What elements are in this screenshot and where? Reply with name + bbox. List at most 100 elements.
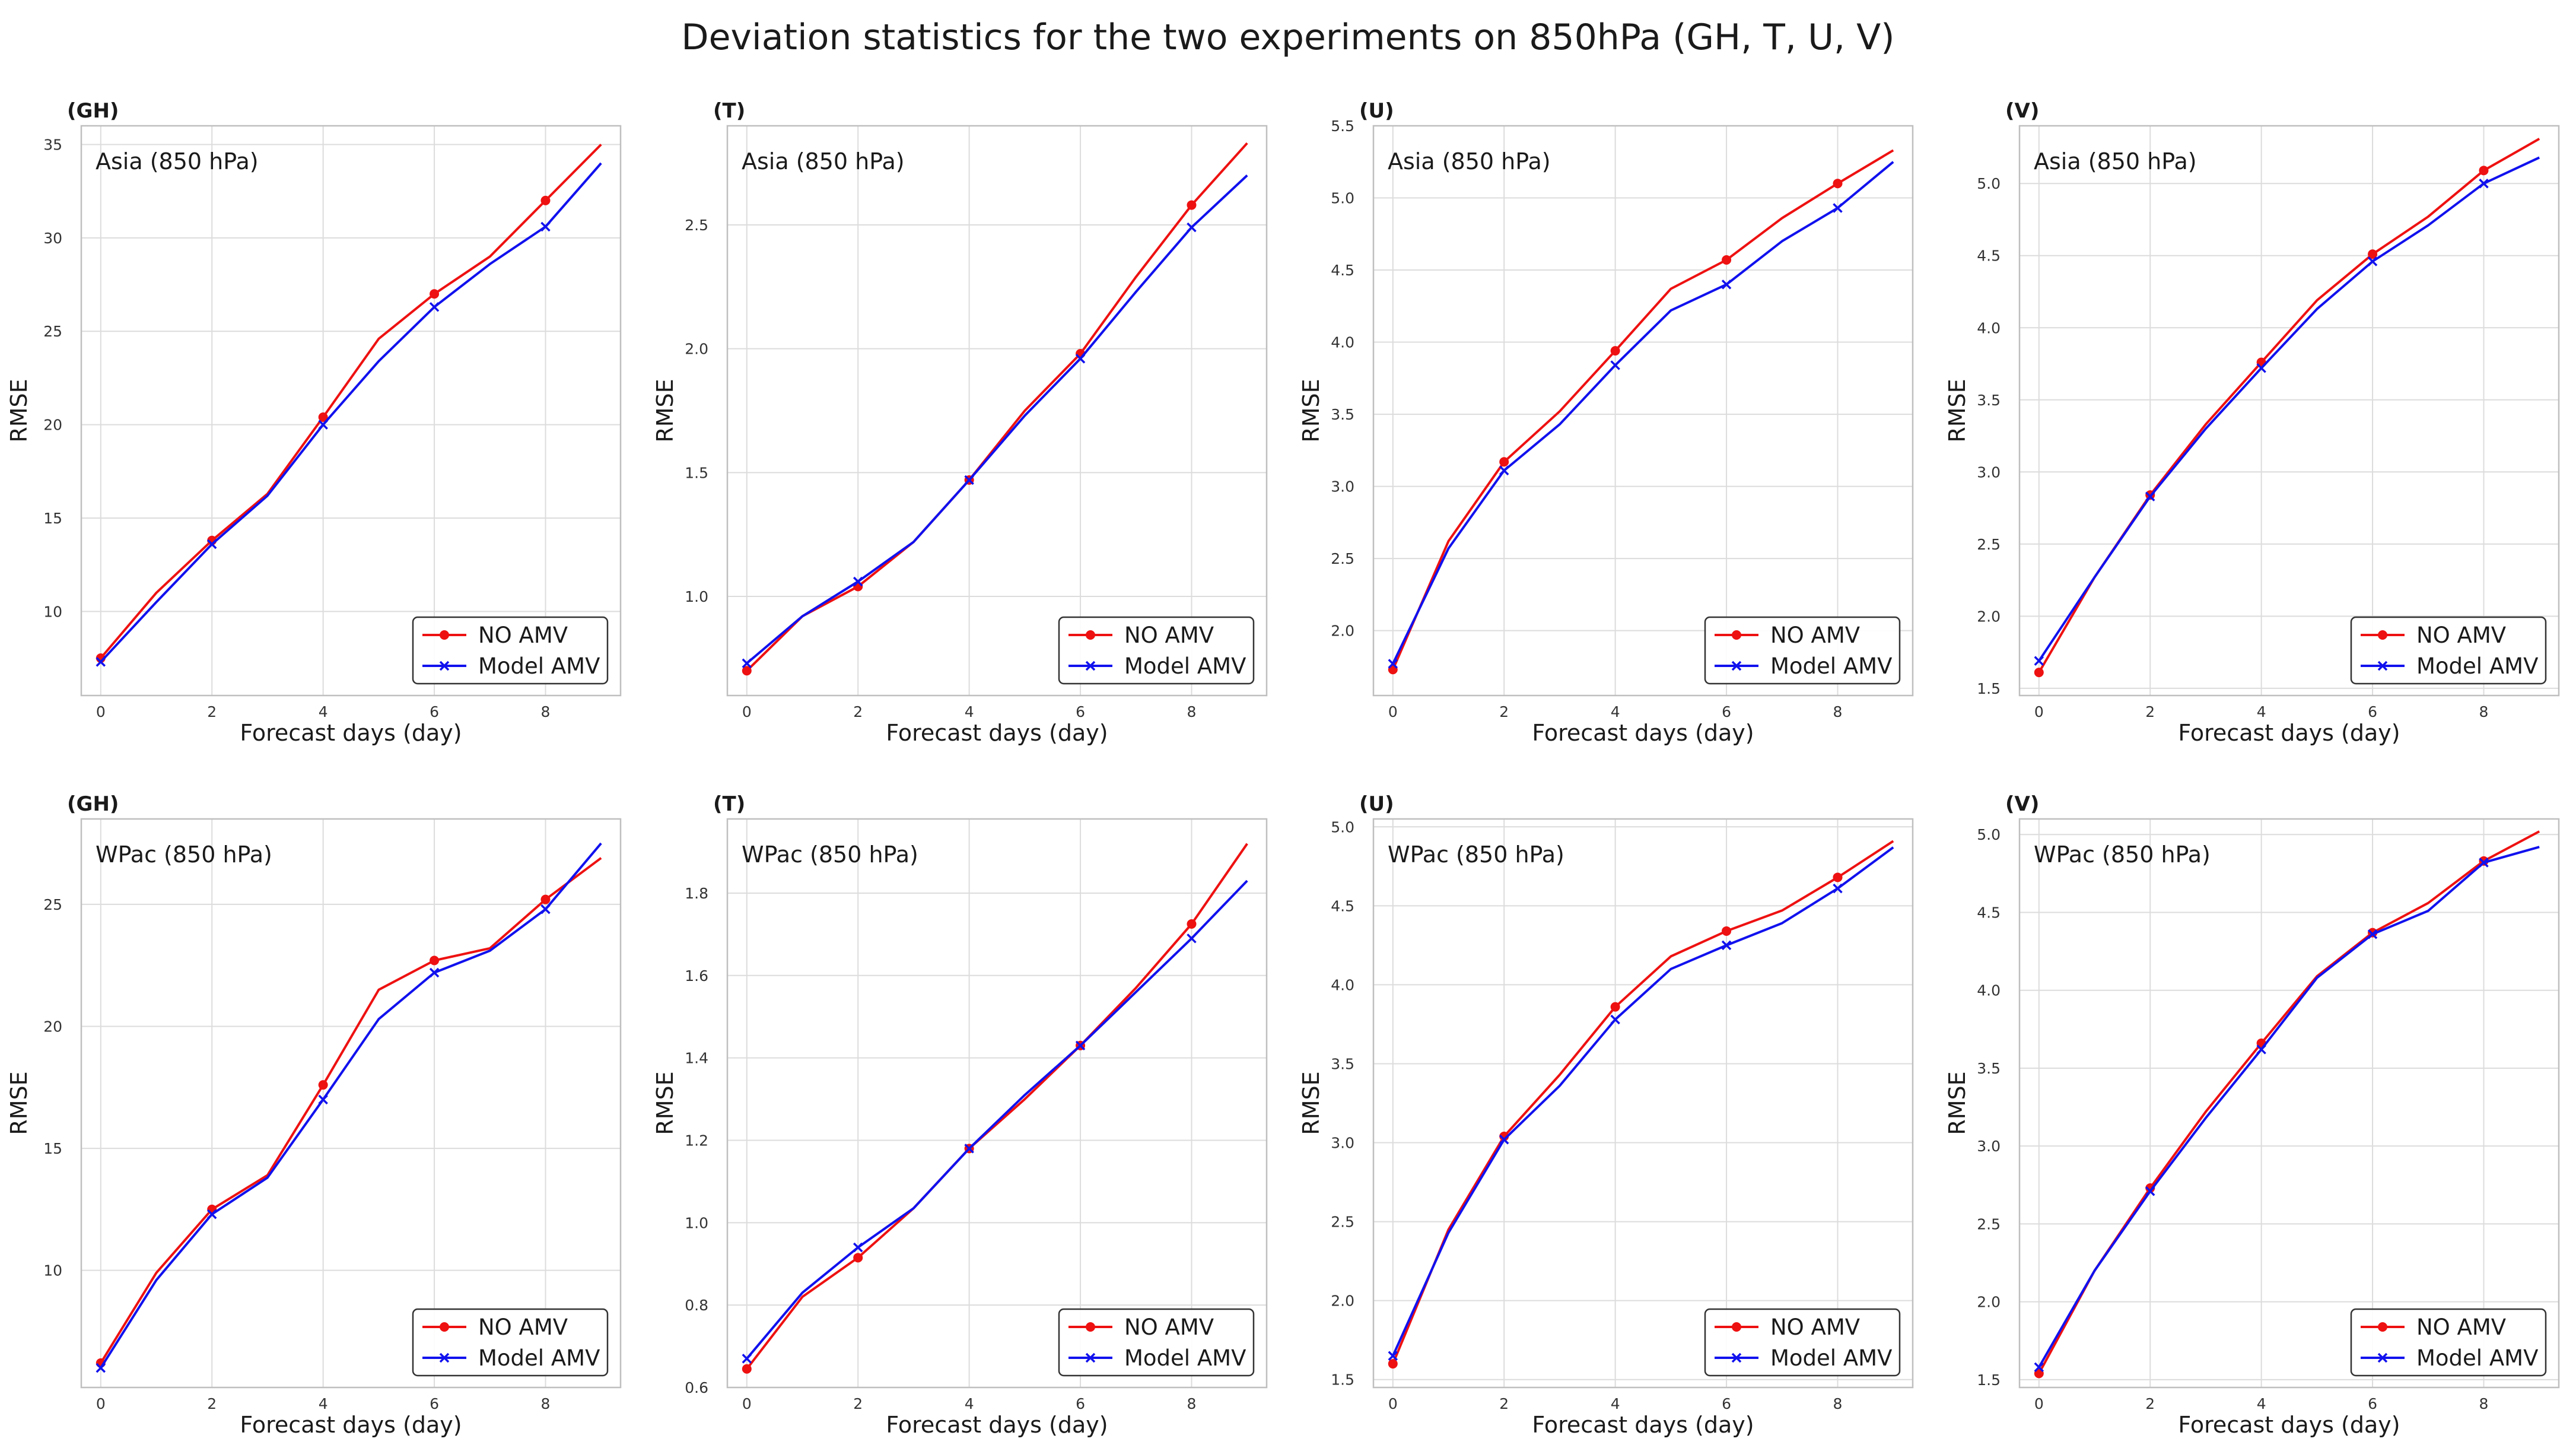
legend-marker-no-amv: [1732, 1322, 1741, 1332]
data-point-no-amv: [1833, 179, 1843, 189]
chart-panel-4: 0 2 4 6 8 1.5 2.0 2.5 3.0 3.5 4.0 4.5 5.0 Forecast da…: [1944, 99, 2560, 746]
x-tick-label: 2: [207, 703, 217, 720]
legend-label: NO AMV: [1124, 623, 1214, 648]
data-point-model-amv: [1610, 360, 1620, 370]
x-tick-label: 8: [1833, 703, 1843, 720]
data-point-model-amv: [964, 1144, 974, 1154]
legend-label: Model AMV: [2416, 1345, 2538, 1371]
data-point-model-amv: [206, 1209, 217, 1220]
data-point-model-amv: [853, 1242, 863, 1253]
marker-stroke: [2034, 1362, 2044, 1373]
panel-label: (T): [713, 792, 745, 816]
data-point-model-amv: [1499, 465, 1509, 476]
data-point-model-amv: [540, 904, 551, 914]
data-point-model-amv: [1187, 222, 1197, 233]
region-label: WPac (850 hPa): [1388, 842, 1564, 868]
x-tick-label: 4: [1611, 703, 1620, 720]
data-point-no-amv: [1722, 255, 1732, 265]
data-point-model-amv: [2256, 1044, 2266, 1055]
y-tick-label: 5.0: [1331, 818, 1354, 836]
legend-label: NO AMV: [478, 1314, 568, 1340]
x-tick-label: 2: [1499, 703, 1509, 720]
data-point-model-amv: [318, 420, 328, 430]
panel-label: (GH): [67, 792, 119, 816]
y-tick-label: 5.5: [1331, 118, 1354, 135]
legend: NO AMV Model AMV: [2350, 1308, 2547, 1377]
data-point-no-amv: [1388, 1359, 1398, 1369]
marker-stroke: [1833, 203, 1843, 213]
y-tick-label: 4.5: [1977, 247, 2001, 265]
y-tick-label: 2.0: [685, 341, 708, 358]
y-axis-label: RMSE: [6, 1071, 32, 1135]
y-axis-label: RMSE: [1298, 379, 1324, 442]
plot-frame: [2018, 125, 2560, 697]
x-tick-label: 0: [2034, 703, 2044, 720]
marker-stroke: [2479, 858, 2489, 868]
marker-stroke: [1388, 659, 1398, 669]
legend: NO AMV Model AMV: [1704, 1308, 1901, 1377]
y-tick-label: 1.6: [685, 967, 708, 985]
marker-stroke: [853, 1242, 863, 1253]
x-tick-label: 0: [1388, 1395, 1398, 1412]
data-point-no-amv: [1833, 872, 1843, 882]
y-tick-label: 3.0: [1331, 478, 1354, 496]
y-tick-label: 4.5: [1331, 262, 1354, 279]
data-point-no-amv: [742, 1364, 752, 1374]
plot-frame: [1372, 125, 1914, 697]
plot-frame: [2018, 818, 2560, 1389]
data-point-model-amv: [742, 658, 752, 668]
y-tick-label: 1.0: [685, 588, 708, 605]
marker-stroke: [1833, 883, 1843, 894]
chart-panel-7: 0 2 4 6 8 1.5 2.0 2.5 3.0 3.5 4.0 4.5 5.0 Forecast da…: [1298, 792, 1914, 1438]
x-tick-label: 2: [207, 1395, 217, 1412]
chart-panel-3: 0 2 4 6 8 2.0 2.5 3.0 3.5 4.0 4.5 5.0 5.5 Forecast da…: [1298, 99, 1914, 746]
y-tick-label: 1.5: [1977, 1371, 2001, 1389]
y-tick-label: 2.5: [1331, 550, 1354, 567]
region-label: Asia (850 hPa): [96, 148, 259, 174]
series-line-model-amv: [2038, 156, 2540, 662]
data-point-model-amv: [2367, 929, 2378, 939]
y-tick-label: 2.0: [1977, 608, 2001, 625]
marker-stroke: [96, 657, 106, 667]
data-point-no-amv: [1187, 200, 1197, 210]
y-tick-label: 2.5: [1331, 1214, 1354, 1231]
y-tick-label: 20: [43, 417, 62, 434]
marker-stroke: [1721, 280, 1732, 290]
legend: NO AMV Model AMV: [412, 1308, 609, 1377]
panel-label: (T): [713, 99, 745, 123]
data-point-no-amv: [742, 666, 752, 676]
y-tick-label: 1.5: [1331, 1371, 1354, 1389]
legend-label: Model AMV: [1770, 653, 1892, 679]
data-point-no-amv: [853, 1253, 863, 1263]
y-tick-label: 0.8: [685, 1297, 708, 1314]
y-tick-label: 2.0: [1977, 1294, 2001, 1311]
data-point-model-amv: [1187, 933, 1197, 944]
y-tick-label: 1.2: [685, 1132, 708, 1149]
plot-frame: [726, 818, 1268, 1389]
x-tick-label: 2: [1499, 1395, 1509, 1412]
region-label: WPac (850 hPa): [2034, 842, 2211, 868]
data-point-model-amv: [2145, 1186, 2155, 1196]
x-tick-label: 6: [1722, 703, 1731, 720]
y-axis-label: RMSE: [652, 1071, 678, 1135]
data-point-no-amv: [2145, 1183, 2155, 1193]
marker-stroke: [1075, 1040, 1086, 1051]
legend-label: Model AMV: [1124, 1345, 1246, 1371]
x-tick-label: 0: [96, 703, 106, 720]
marker-stroke: [2034, 656, 2044, 666]
data-point-model-amv: [2145, 491, 2155, 501]
series-line-no-amv: [746, 142, 1248, 672]
series-line-no-amv: [2038, 138, 2540, 674]
marker-stroke: [2367, 256, 2378, 266]
y-tick-label: 1.4: [685, 1050, 708, 1067]
data-point-no-amv: [1499, 457, 1509, 467]
marker-stroke: [206, 1209, 217, 1220]
data-point-model-amv: [1833, 883, 1843, 894]
y-tick-label: 4.0: [1331, 334, 1354, 351]
series-line-model-amv: [1391, 846, 1894, 1357]
legend-label: Model AMV: [478, 653, 600, 679]
legend: NO AMV Model AMV: [1058, 1308, 1255, 1377]
legend-marker-model-amv: [2377, 1352, 2388, 1363]
x-tick-label: 8: [2479, 703, 2489, 720]
data-point-model-amv: [2367, 256, 2378, 266]
